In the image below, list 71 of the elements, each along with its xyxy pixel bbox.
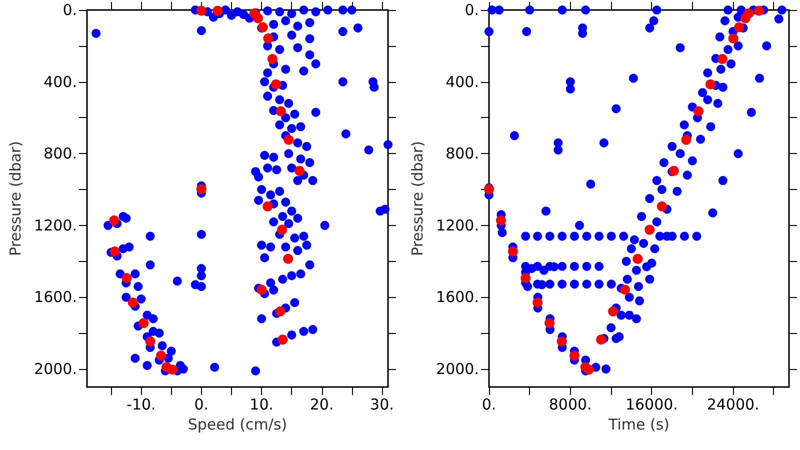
y-tick-label: 1600. bbox=[436, 288, 479, 306]
point bbox=[263, 33, 274, 44]
point bbox=[145, 336, 156, 346]
point bbox=[681, 134, 692, 145]
y-tick-label: 800. bbox=[44, 144, 77, 163]
point bbox=[496, 215, 506, 226]
x-tick-label: 0. bbox=[194, 396, 209, 414]
point bbox=[584, 364, 594, 375]
x-tick-label: 0. bbox=[482, 396, 496, 414]
point bbox=[644, 224, 655, 235]
point bbox=[252, 13, 263, 24]
point bbox=[256, 284, 267, 295]
x-tick-label: 24000. bbox=[706, 396, 760, 414]
point bbox=[532, 297, 543, 308]
point bbox=[294, 166, 305, 176]
point bbox=[620, 284, 630, 295]
point bbox=[608, 306, 618, 316]
point bbox=[276, 106, 286, 116]
point bbox=[109, 215, 120, 226]
point bbox=[167, 364, 178, 375]
point bbox=[262, 201, 273, 212]
point bbox=[196, 6, 206, 16]
point bbox=[632, 254, 643, 264]
point bbox=[122, 273, 132, 284]
point bbox=[569, 350, 580, 361]
y-tick-label: 800. bbox=[446, 144, 479, 163]
y-tick-label: 400. bbox=[446, 72, 479, 91]
point bbox=[110, 246, 120, 256]
point bbox=[267, 54, 278, 64]
point bbox=[196, 184, 206, 194]
point bbox=[275, 306, 286, 316]
point bbox=[520, 273, 531, 284]
x-tick-label: 20. bbox=[310, 396, 334, 414]
point bbox=[705, 79, 716, 90]
point bbox=[278, 334, 288, 345]
y-tick-label: 2000. bbox=[436, 360, 479, 378]
point bbox=[596, 334, 606, 345]
y-tick-label: 1600. bbox=[34, 288, 77, 306]
point bbox=[128, 297, 138, 308]
x-tick-label: 30. bbox=[370, 396, 394, 414]
point bbox=[693, 106, 704, 116]
point bbox=[283, 254, 294, 264]
point bbox=[544, 318, 554, 328]
x-tick-label: 10. bbox=[250, 396, 274, 414]
point bbox=[728, 33, 738, 44]
point bbox=[508, 246, 518, 256]
y-tick-label: 0. bbox=[464, 1, 479, 19]
y-tick-label: 1200. bbox=[436, 216, 479, 234]
point bbox=[138, 318, 149, 328]
y-tick-label: 1200. bbox=[34, 216, 77, 234]
point bbox=[284, 134, 294, 145]
x-axis-title: Time (s) bbox=[608, 415, 670, 434]
point bbox=[156, 350, 166, 361]
x-axis-title: Speed (cm/s) bbox=[188, 415, 288, 434]
y-tick-label: 2000. bbox=[34, 360, 77, 378]
point bbox=[744, 8, 754, 18]
y-tick-label: 400. bbox=[44, 72, 77, 91]
point bbox=[212, 6, 223, 16]
point bbox=[734, 22, 744, 32]
point bbox=[754, 6, 764, 16]
x-tick-label: -10. bbox=[126, 396, 156, 414]
point bbox=[277, 224, 288, 235]
x-tick-label: 16000. bbox=[625, 396, 678, 414]
x-tick-label: 8000. bbox=[548, 396, 592, 414]
point bbox=[556, 336, 567, 346]
point bbox=[271, 79, 282, 90]
point bbox=[656, 201, 667, 212]
point bbox=[717, 54, 728, 64]
y-tick-label: 0. bbox=[62, 1, 77, 19]
y-axis-title: Pressure (dbar) bbox=[408, 141, 427, 256]
y-axis-title: Pressure (dbar) bbox=[6, 141, 25, 256]
